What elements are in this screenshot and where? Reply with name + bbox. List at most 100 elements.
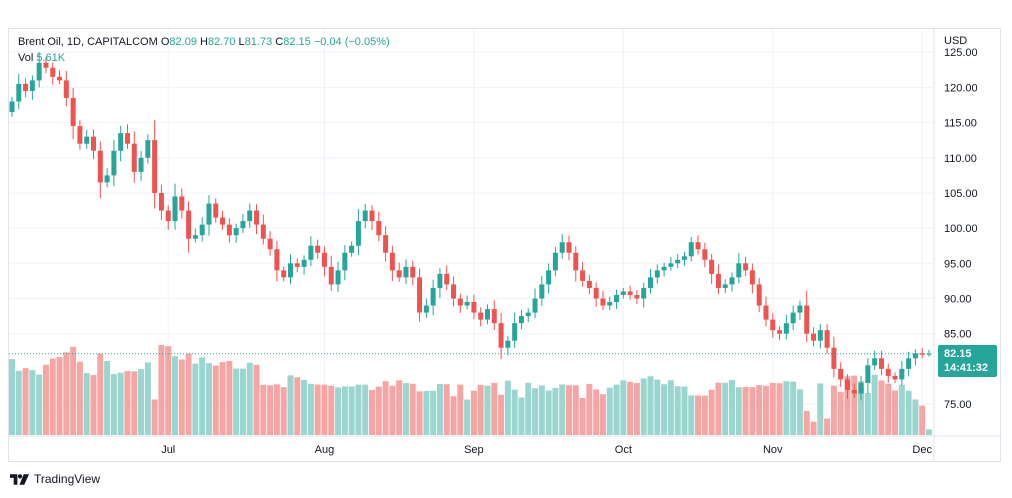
candle-body	[362, 210, 368, 222]
candle-body	[9, 101, 15, 113]
volume-bar	[144, 362, 151, 435]
candle-body	[878, 358, 884, 369]
volume-bar	[606, 387, 613, 435]
volume-bar	[912, 399, 919, 435]
candle-body	[926, 353, 932, 355]
volume-bar	[824, 418, 831, 435]
volume-bar	[246, 362, 253, 435]
volume-bar	[613, 384, 620, 435]
candle-body	[192, 235, 198, 239]
candle-body	[600, 298, 606, 306]
candle-body	[179, 196, 185, 211]
candle-body	[63, 80, 69, 98]
high-label: H	[200, 36, 208, 48]
candle-body	[376, 221, 382, 236]
volume-bar	[90, 375, 97, 435]
candle-body	[36, 62, 42, 81]
volume-bar	[715, 382, 722, 435]
volume-bar	[586, 383, 593, 435]
volume-bar	[301, 379, 308, 435]
volume-bar	[878, 380, 885, 435]
volume-bar	[790, 381, 797, 435]
volume-bar	[803, 410, 810, 435]
candle-body	[226, 224, 232, 236]
candle-body	[118, 133, 124, 151]
volume-bar	[375, 386, 382, 435]
candle-body	[220, 217, 226, 225]
volume-bar	[185, 353, 192, 435]
candle-body	[763, 305, 769, 320]
volume-bar	[9, 359, 15, 435]
candle-body	[451, 284, 457, 299]
volume-bar	[627, 381, 634, 435]
candle-body	[885, 368, 891, 376]
candle-body	[546, 270, 552, 285]
volume-bar	[226, 361, 233, 435]
volume-bar	[851, 375, 858, 435]
price-tick-label: 100.00	[944, 223, 978, 235]
change-value: −0.04 (−0.05%)	[313, 36, 390, 48]
volume-bar	[348, 386, 355, 435]
candle-body	[607, 302, 613, 306]
candle-body	[919, 353, 925, 355]
footer[interactable]: TradingView	[10, 472, 100, 486]
candle-body	[349, 245, 355, 253]
candle-body	[559, 242, 565, 253]
candle-body	[797, 305, 803, 313]
volume-bar	[498, 394, 505, 435]
candle-body	[23, 83, 29, 91]
candle-body	[437, 273, 443, 288]
volume-bar	[396, 380, 403, 435]
volume-bar	[436, 383, 443, 435]
volume-bar	[661, 384, 668, 435]
candle-body	[131, 143, 137, 172]
price-tick-label: 110.00	[944, 153, 977, 165]
candle-body	[484, 309, 490, 320]
candle-body	[342, 252, 348, 271]
candle-body	[315, 245, 321, 253]
candle-body	[233, 228, 239, 236]
candle-body	[491, 309, 497, 324]
volume-bar	[749, 387, 756, 435]
candle-body	[661, 266, 667, 271]
volume-bar	[742, 386, 749, 435]
candle-body	[43, 62, 49, 68]
time-axis: Jul Aug Sep Oct Nov Dec	[161, 444, 932, 456]
candle-body	[260, 224, 266, 239]
candle-body	[301, 259, 307, 267]
candle-body	[831, 347, 837, 369]
volume-bar	[83, 373, 90, 435]
volume-bar	[287, 375, 294, 435]
candle-body	[614, 294, 620, 303]
price-tick-label: 120.00	[944, 82, 978, 94]
volume-label[interactable]: Vol	[18, 52, 34, 64]
volume-bar	[273, 384, 280, 435]
open-value: 82.09	[169, 36, 197, 48]
candle-body	[369, 210, 375, 222]
volume-legend: Vol 5.61K	[18, 52, 65, 64]
volume-bar	[70, 346, 77, 435]
candle-body	[471, 302, 477, 313]
candle-body	[783, 323, 789, 334]
candle-body	[756, 284, 762, 306]
candle-body	[403, 266, 409, 278]
volume-bar	[722, 382, 729, 435]
candle-body	[552, 252, 558, 271]
volume-bar	[233, 368, 240, 435]
symbol-label[interactable]: Brent Oil, 1D, CAPITALCOM	[18, 36, 158, 48]
volume-bar	[294, 377, 301, 435]
volume-bars	[9, 345, 932, 435]
volume-bar	[341, 386, 348, 435]
volume-bar	[708, 389, 715, 435]
volume-bar	[593, 389, 600, 435]
candle-body	[865, 365, 871, 383]
low-value: 81.73	[244, 36, 273, 48]
candle-body	[294, 263, 300, 267]
volume-bar	[769, 382, 776, 435]
volume-bar	[729, 380, 736, 435]
volume-bar	[457, 384, 464, 435]
volume-bar	[212, 365, 219, 435]
volume-bar	[640, 378, 647, 435]
volume-bar	[565, 385, 572, 435]
